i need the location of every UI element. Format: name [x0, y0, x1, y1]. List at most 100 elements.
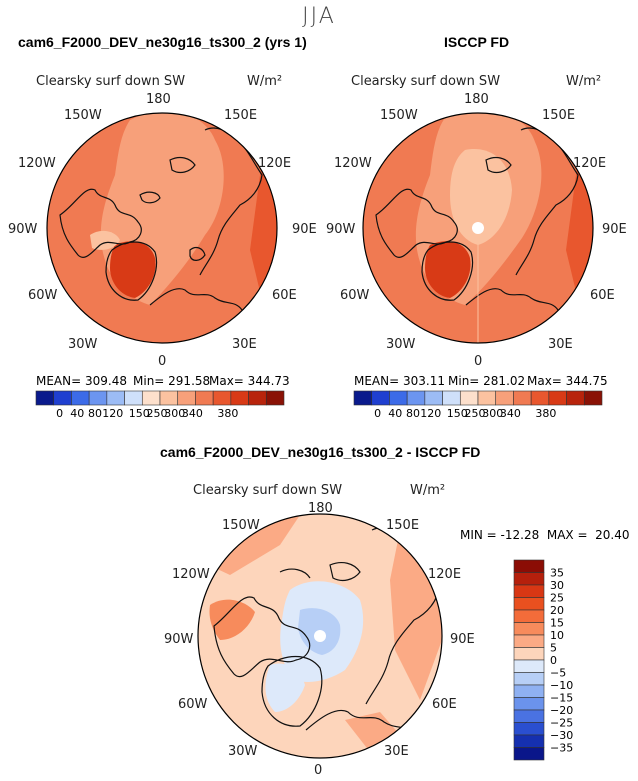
diff-colorbar-tick-label: −20	[550, 704, 573, 717]
model-colorbar-swatch	[177, 390, 196, 406]
obs-colorbar-swatch	[406, 390, 426, 406]
diff-colorbar-tick-label: −5	[550, 667, 566, 680]
diff-colorbar-tick-label: −10	[550, 679, 573, 692]
diff-shade-north-america	[209, 599, 255, 640]
model-colorbar-tick-label: 340	[182, 407, 203, 420]
diff-units-label: W/m²	[410, 483, 446, 498]
obs-min: Min= 281.02	[448, 374, 526, 388]
diff-colorbar-swatch	[513, 734, 545, 748]
diff-lon-150w: 150W	[222, 518, 260, 533]
season-title: JJA	[302, 4, 336, 29]
obs-lon-30w: 30W	[386, 337, 416, 352]
obs-mean: MEAN= 303.11	[354, 374, 445, 388]
model-panel-title: cam6_F2000_DEV_ne30g16_ts300_2 (yrs 1)	[18, 34, 307, 50]
model-shade-hudson	[90, 230, 120, 250]
model-colorbar-swatch	[159, 390, 179, 406]
obs-colorbar-tick-label: 150	[447, 407, 468, 420]
obs-colorbar-swatch	[389, 390, 408, 406]
diff-lon-90w: 90W	[164, 632, 194, 647]
model-colorbar-swatch	[265, 390, 285, 406]
diff-colorbar-swatch	[513, 559, 545, 573]
obs-colorbar-swatch	[530, 390, 550, 406]
obs-lon-60e: 60E	[590, 288, 615, 303]
model-lon-120e: 120E	[258, 156, 292, 171]
obs-lon-120w: 120W	[334, 156, 372, 171]
obs-lon-180: 180	[464, 92, 489, 107]
model-shade-asia-east	[250, 160, 277, 300]
diff-colorbar-tick-label: 15	[550, 617, 564, 630]
model-lon-60w: 60W	[28, 288, 58, 303]
diff-colorbar-tick-label: −35	[550, 742, 573, 755]
model-colorbar-swatch	[88, 390, 108, 406]
model-max: Max= 344.73	[209, 374, 290, 388]
obs-colorbar-swatch	[495, 390, 514, 406]
diff-lon-150e: 150E	[386, 518, 420, 533]
diff-variable-label: Clearsky surf down SW	[193, 483, 343, 498]
model-mean: MEAN= 309.48	[36, 374, 127, 388]
diff-colorbar-swatch	[513, 622, 545, 636]
diff-colorbar-swatch	[513, 597, 545, 611]
model-colorbar-swatch	[230, 390, 249, 406]
obs-units-label: W/m²	[566, 74, 602, 89]
model-colorbar-tick-label: 250	[147, 407, 168, 420]
diff-colorbar-swatch	[513, 584, 545, 598]
obs-colorbar-tick-label: 250	[465, 407, 486, 420]
obs-lon-90w: 90W	[326, 222, 356, 237]
obs-lon-120e: 120E	[573, 156, 607, 171]
diff-lon-30w: 30W	[228, 744, 258, 759]
model-lon-150w: 150W	[64, 108, 102, 123]
diff-colorbar-swatch	[513, 634, 545, 648]
obs-lon-150e: 150E	[542, 108, 576, 123]
model-colorbar-tick-label: 300	[164, 407, 185, 420]
model-colorbar-tick-label: 380	[217, 407, 238, 420]
model-map-border	[46, 112, 278, 344]
diff-colorbar-swatch	[513, 747, 545, 761]
obs-max: Max= 344.75	[527, 374, 608, 388]
diff-colorbar-swatch	[513, 709, 545, 723]
diff-lon-60e: 60E	[432, 697, 457, 712]
model-lon-180: 180	[146, 92, 171, 107]
diff-colorbar-tick-label: 0	[550, 654, 557, 667]
model-colorbar-swatch	[35, 390, 55, 406]
model-lon-30e: 30E	[232, 337, 257, 352]
model-lon-150e: 150E	[224, 108, 258, 123]
obs-colorbar-tick-label: 40	[388, 407, 402, 420]
diff-minmax: MIN = -12.28 MAX = 20.40	[460, 528, 630, 542]
model-lon-120w: 120W	[18, 156, 56, 171]
model-colorbar-swatch	[53, 390, 72, 406]
diff-colorbar-swatch	[513, 672, 545, 686]
model-shade-greenland	[110, 241, 156, 298]
diff-colorbar-tick-label: 10	[550, 629, 564, 642]
diff-colorbar-swatch	[513, 659, 545, 673]
model-lon-30w: 30W	[68, 337, 98, 352]
model-lon-90w: 90W	[8, 222, 38, 237]
diff-panel-title: cam6_F2000_DEV_ne30g16_ts300_2 - ISCCP F…	[160, 444, 481, 460]
obs-colorbar-tick-label: 380	[535, 407, 556, 420]
diff-lon-120w: 120W	[172, 567, 210, 582]
diff-pole-hole	[314, 630, 326, 642]
diff-colorbar-swatch	[513, 722, 545, 736]
obs-panel-title: ISCCP FD	[444, 34, 510, 50]
diff-lon-120e: 120E	[428, 567, 462, 582]
obs-lon-150w: 150W	[380, 108, 418, 123]
obs-colorbar-swatch	[353, 390, 373, 406]
diff-colorbar-tick-label: −30	[550, 729, 573, 742]
diff-lon-180: 180	[308, 501, 333, 516]
model-variable-label: Clearsky surf down SW	[36, 74, 186, 89]
diff-colorbar-tick-label: 20	[550, 604, 564, 617]
obs-colorbar-tick-label: 0	[374, 407, 381, 420]
diff-map-border	[197, 513, 443, 759]
obs-lon-60w: 60W	[340, 288, 370, 303]
diff-colorbar-swatch	[513, 572, 545, 586]
obs-colorbar-tick-label: 300	[482, 407, 503, 420]
obs-map-border	[362, 112, 594, 344]
model-colorbar-tick-label: 0	[56, 407, 63, 420]
model-colorbar-swatch	[124, 390, 143, 406]
diff-lon-30e: 30E	[384, 744, 409, 759]
diff-colorbar-tick-label: 30	[550, 579, 564, 592]
model-colorbar-swatch	[106, 390, 125, 406]
